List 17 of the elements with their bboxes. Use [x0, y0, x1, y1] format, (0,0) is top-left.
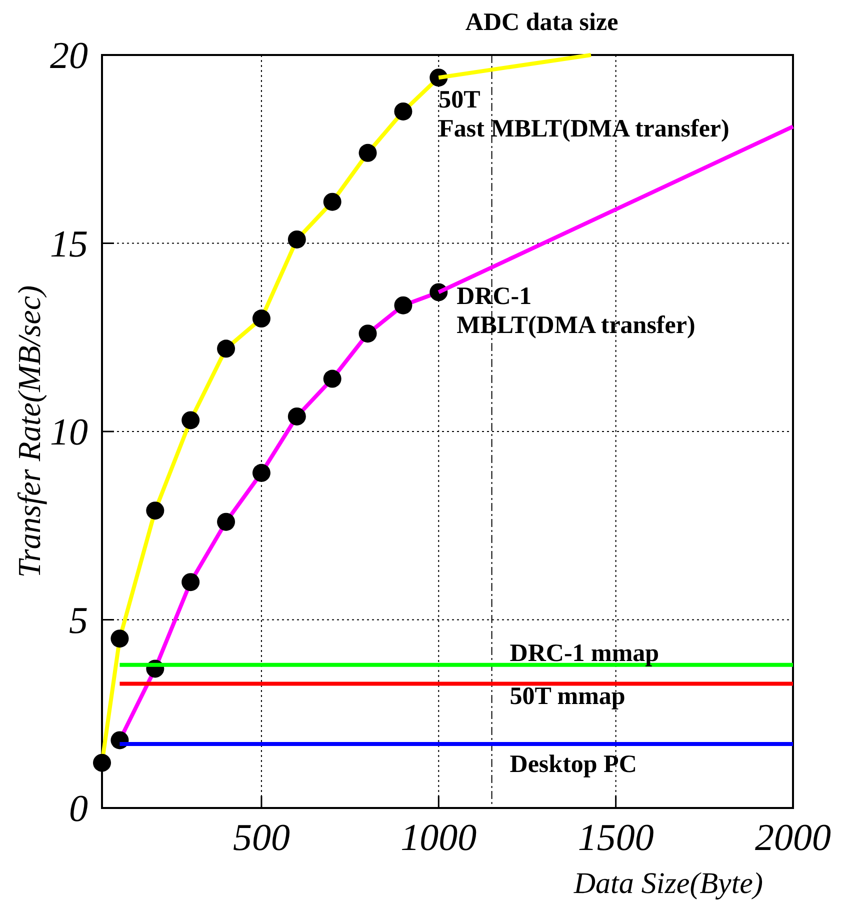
- x-tick-label: 500: [232, 817, 290, 859]
- y-tick-label: 20: [50, 35, 88, 77]
- series-label: 50T Fast MBLT(DMA transfer): [438, 86, 730, 143]
- x-tick-label: 1000: [400, 817, 477, 859]
- x-tick-label: 2000: [755, 817, 831, 859]
- y-tick-label: 5: [69, 600, 88, 642]
- ref-line-label: ADC data size: [465, 9, 618, 36]
- x-tick-label: 1500: [578, 817, 654, 859]
- x-axis-title: Data Size(Byte): [572, 867, 763, 900]
- series-label: Desktop PC: [510, 750, 637, 778]
- series-label: 50T mmap: [510, 682, 626, 710]
- series-label: DRC-1 MBLT(DMA transfer): [456, 283, 696, 340]
- y-tick-label: 0: [69, 788, 88, 830]
- y-axis-title: Transfer Rate(MB/sec): [11, 285, 47, 578]
- y-tick-label: 15: [50, 223, 88, 266]
- series-label: DRC-1 mmap: [510, 640, 660, 667]
- y-tick-label: 10: [50, 412, 88, 454]
